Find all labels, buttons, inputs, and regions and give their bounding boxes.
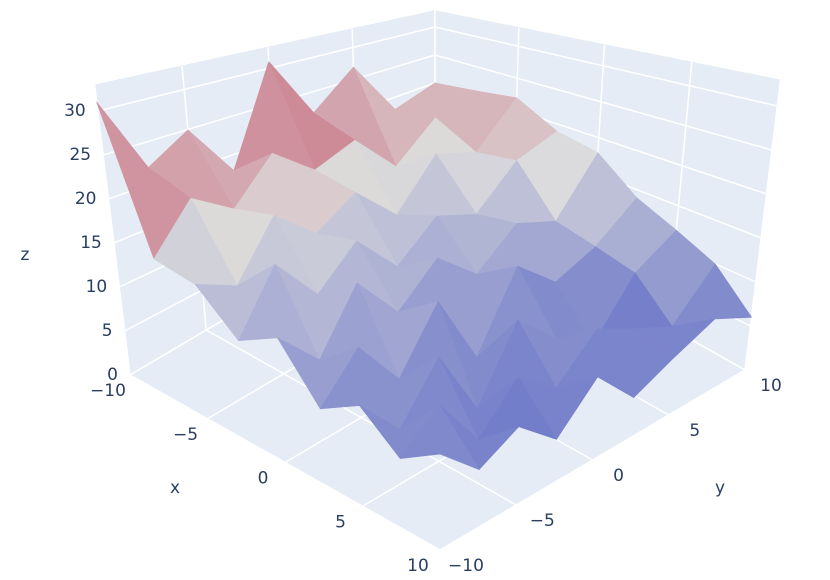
grid-line — [93, 84, 131, 376]
x-tick-label: −5 — [173, 425, 198, 445]
z-tick-label: 15 — [80, 233, 102, 253]
z-tick-label: 0 — [107, 365, 118, 385]
grid-line — [434, 54, 773, 151]
y-tick-label: 0 — [613, 466, 624, 486]
x-tick-label: 10 — [407, 556, 429, 576]
x-tick-label: −10 — [90, 381, 126, 401]
z-tick-label: 10 — [86, 277, 108, 297]
grid-line — [129, 374, 441, 551]
x-tick-label: 0 — [258, 469, 269, 489]
grid-line — [744, 79, 782, 371]
z-tick-label: 20 — [75, 189, 97, 209]
grid-line — [205, 329, 517, 506]
surface-patch — [399, 404, 480, 470]
y-tick-label: 10 — [760, 376, 782, 396]
y-tick-label: 5 — [689, 421, 700, 441]
z-tick-label: 5 — [102, 321, 113, 341]
x-tick-label: 5 — [335, 512, 346, 532]
y-axis-title: y — [715, 478, 725, 498]
y-tick-label: −5 — [530, 511, 555, 531]
y-tick-label: −10 — [448, 556, 484, 576]
z-tick-label: 25 — [69, 145, 91, 165]
z-axis-title: z — [21, 245, 30, 265]
z-tick-label: 30 — [64, 101, 86, 121]
surface — [96, 61, 752, 470]
grid-line — [434, 26, 778, 107]
x-axis-title: x — [170, 478, 180, 498]
